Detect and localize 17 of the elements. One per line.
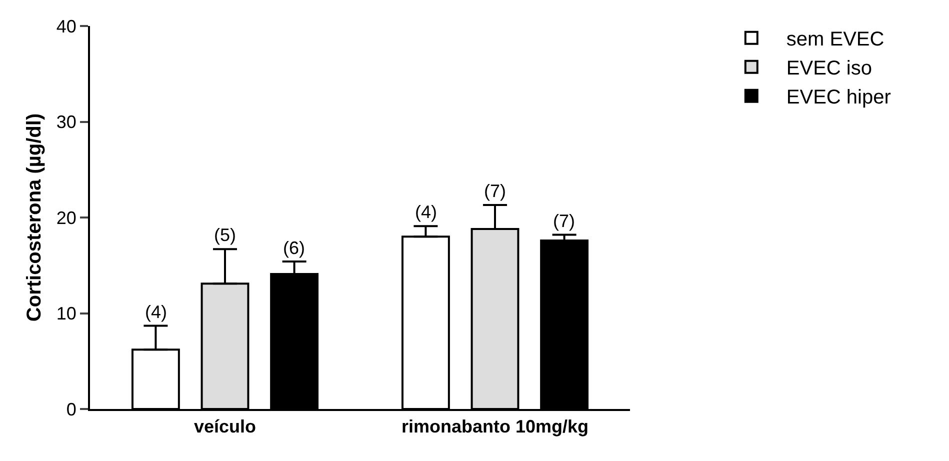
y-tick-label: 40 [56,16,76,36]
annotation: (4) [145,302,167,322]
y-axis-title: Corticosterona (µg/dl) [23,113,46,322]
annotation: (4) [415,202,437,222]
y-tick-label: 20 [56,208,76,228]
annotation: (7) [484,181,506,201]
x-tick-label: veículo [194,416,256,437]
legend-label: EVEC hiper [786,86,892,109]
annotation: (7) [553,211,575,231]
y-tick-label: 0 [66,399,76,420]
x-tick-label: rimonabanto 10mg/kg [401,416,589,437]
annotation: (5) [214,225,236,245]
annotation: (6) [283,238,305,258]
legend-label: sem EVEC [786,28,884,51]
y-tick-label: 10 [56,304,76,324]
legend-label: EVEC iso [786,58,872,80]
y-tick-label: 30 [56,112,76,132]
